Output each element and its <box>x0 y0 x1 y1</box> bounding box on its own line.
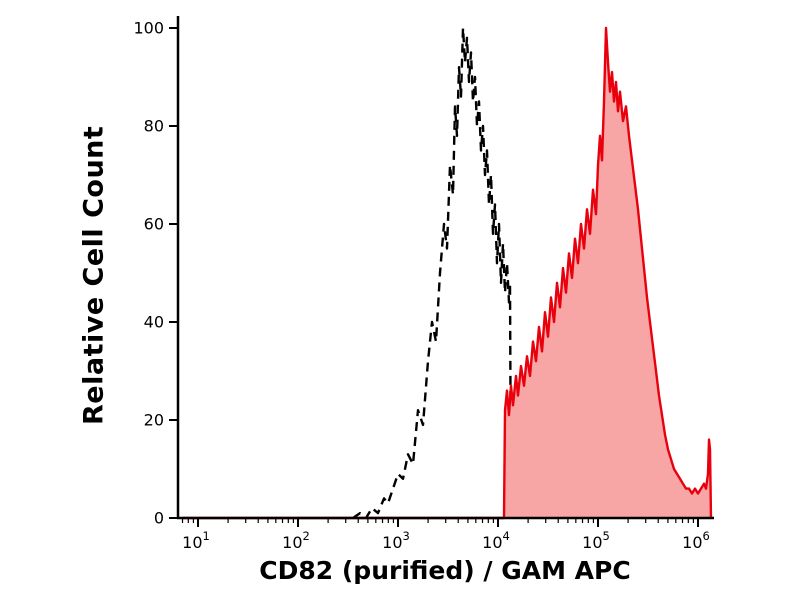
x-axis-title: CD82 (purified) / GAM APC <box>259 556 631 585</box>
x-tick-label: 106 <box>682 529 710 552</box>
y-tick-label: 0 <box>154 509 164 528</box>
red-filled-stained-histogram <box>183 26 713 520</box>
y-tick-label: 60 <box>144 215 164 234</box>
x-tick-label: 101 <box>182 529 210 552</box>
red-filled-stained-histogram-fill <box>183 28 711 518</box>
y-tick-label: 80 <box>144 117 164 136</box>
dashed-black-control-histogram <box>352 26 513 520</box>
x-tick-label: 102 <box>282 529 310 552</box>
y-axis-title: Relative Cell Count <box>78 125 110 425</box>
y-tick-label: 20 <box>144 411 164 430</box>
x-tick-label: 105 <box>582 529 610 552</box>
x-tick-label: 104 <box>482 529 510 552</box>
x-tick-label: 103 <box>382 529 410 552</box>
y-tick-label: 100 <box>133 19 164 38</box>
y-tick-label: 40 <box>144 313 164 332</box>
